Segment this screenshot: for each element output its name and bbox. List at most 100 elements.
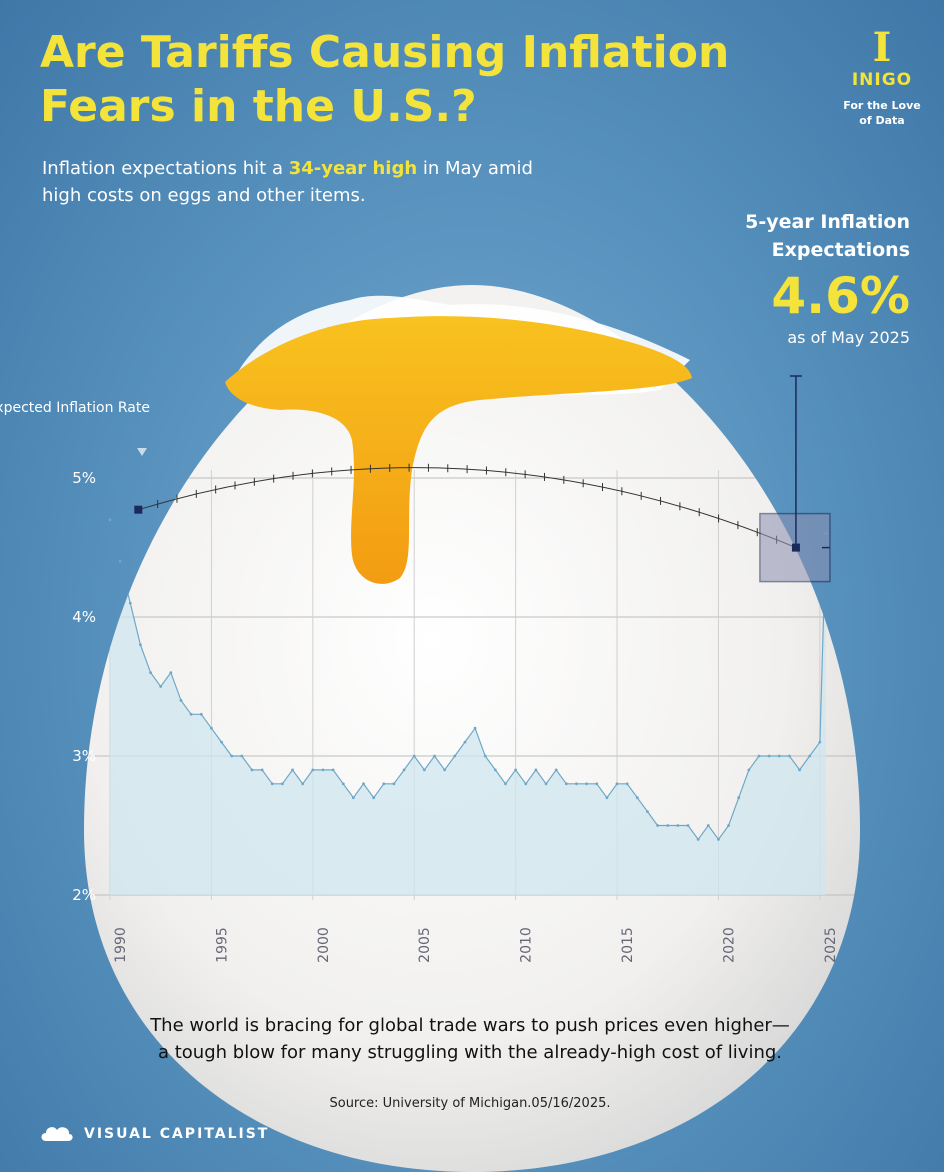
y-tick-label: 4%	[72, 608, 96, 626]
x-tick-label: 2020	[721, 927, 737, 963]
data-point	[128, 601, 132, 605]
data-point	[656, 824, 660, 827]
data-point	[646, 810, 649, 813]
data-point	[676, 824, 680, 827]
line-area-fill	[110, 519, 826, 895]
callout-as-of: as of May 2025	[787, 328, 910, 347]
source-note: Source: University of Michigan.05/16/202…	[329, 1096, 611, 1111]
data-point	[727, 824, 730, 827]
data-point	[575, 782, 578, 786]
y-tick-label: 3%	[72, 747, 96, 765]
data-point	[544, 782, 548, 786]
data-point	[585, 782, 589, 786]
subtitle: Inflation expectations hit a 34-year hig…	[42, 155, 562, 209]
data-point	[534, 768, 538, 772]
data-point	[311, 768, 315, 772]
data-point	[108, 518, 112, 522]
data-point	[118, 560, 122, 563]
data-point	[372, 796, 376, 800]
x-tick-label: 1990	[113, 927, 129, 963]
data-point	[564, 782, 568, 786]
latest-value-marker	[791, 543, 800, 552]
data-point	[189, 712, 193, 716]
x-tick-label: 2025	[823, 927, 839, 963]
data-point	[220, 740, 223, 744]
brand-tagline: For the Love of Data	[843, 99, 921, 127]
data-point	[625, 782, 629, 786]
publisher-logo: VISUAL CAPITALIST	[40, 1123, 269, 1145]
data-point	[139, 643, 142, 647]
data-point	[666, 824, 670, 827]
data-point	[412, 754, 416, 758]
inigo-logo: I INIGO For the Love of Data	[842, 26, 922, 128]
chart-marks: 2% 3% 4% 5% 1990 1995 2000 2005 2010 2015 2020 2025…	[0, 375, 839, 963]
data-point	[483, 754, 487, 758]
data-point	[210, 726, 213, 730]
x-tick-label: 2015	[620, 927, 636, 963]
data-point	[788, 754, 791, 758]
data-point	[351, 796, 355, 800]
x-tick-label: 2005	[417, 927, 433, 963]
data-point	[747, 768, 751, 772]
data-point	[230, 754, 234, 758]
data-point	[737, 796, 741, 800]
data-point	[392, 782, 396, 786]
data-point	[463, 740, 467, 744]
callout-label: 5-year Inflation Expectations	[745, 211, 910, 261]
data-point	[280, 782, 284, 786]
data-point	[169, 671, 173, 674]
data-point	[331, 768, 335, 772]
cloud-icon	[41, 1127, 73, 1141]
subtitle-highlight: 34-year high	[288, 158, 418, 179]
data-point	[808, 754, 812, 758]
data-point	[362, 782, 365, 786]
inigo-logo-mark: I	[872, 24, 892, 71]
data-point	[260, 768, 264, 772]
subtitle-pre: Inflation expectations hit a	[42, 158, 289, 179]
data-point	[777, 754, 781, 758]
data-point	[301, 782, 305, 786]
data-point	[504, 782, 507, 786]
data-point	[473, 726, 477, 730]
data-point	[757, 754, 761, 758]
egg-yolk	[225, 316, 692, 584]
y-tick-label: 5%	[72, 469, 96, 487]
footer-text: The world is bracing for global trade wa…	[150, 1015, 790, 1063]
data-point	[291, 768, 294, 772]
y-axis-title: Expected Inflation Rate	[0, 400, 150, 416]
callout-box: 5-year Inflation Expectations 4.6% as of…	[700, 208, 910, 347]
data-point	[595, 782, 599, 786]
data-point	[554, 768, 558, 772]
x-tick-label: 1995	[214, 927, 230, 963]
series-line	[109, 519, 827, 841]
data-point	[149, 671, 152, 674]
data-point	[433, 754, 436, 758]
data-point	[767, 754, 771, 758]
data-point	[382, 782, 386, 786]
data-point	[706, 824, 710, 827]
data-point	[250, 768, 254, 772]
data-point	[159, 685, 163, 688]
data-point	[798, 768, 801, 772]
data-point	[402, 768, 406, 772]
publisher-name: VISUAL CAPITALIST	[84, 1126, 270, 1142]
data-point	[453, 754, 457, 758]
data-point	[524, 782, 528, 786]
start-high-marker	[134, 505, 143, 514]
page-title: Are Tariffs Causing Inflation Fears in t…	[40, 27, 730, 132]
data-point	[240, 754, 244, 758]
data-point	[818, 740, 822, 744]
brand-name: INIGO	[851, 70, 913, 90]
data-point	[696, 838, 700, 841]
data-point	[635, 796, 639, 800]
x-tick-label: 2010	[519, 927, 535, 963]
data-point	[615, 782, 619, 786]
data-point	[443, 768, 447, 772]
data-point	[493, 768, 497, 772]
data-point	[422, 768, 426, 772]
data-point	[270, 782, 274, 786]
data-point	[686, 824, 690, 827]
data-point	[321, 768, 325, 772]
data-point	[341, 782, 345, 786]
